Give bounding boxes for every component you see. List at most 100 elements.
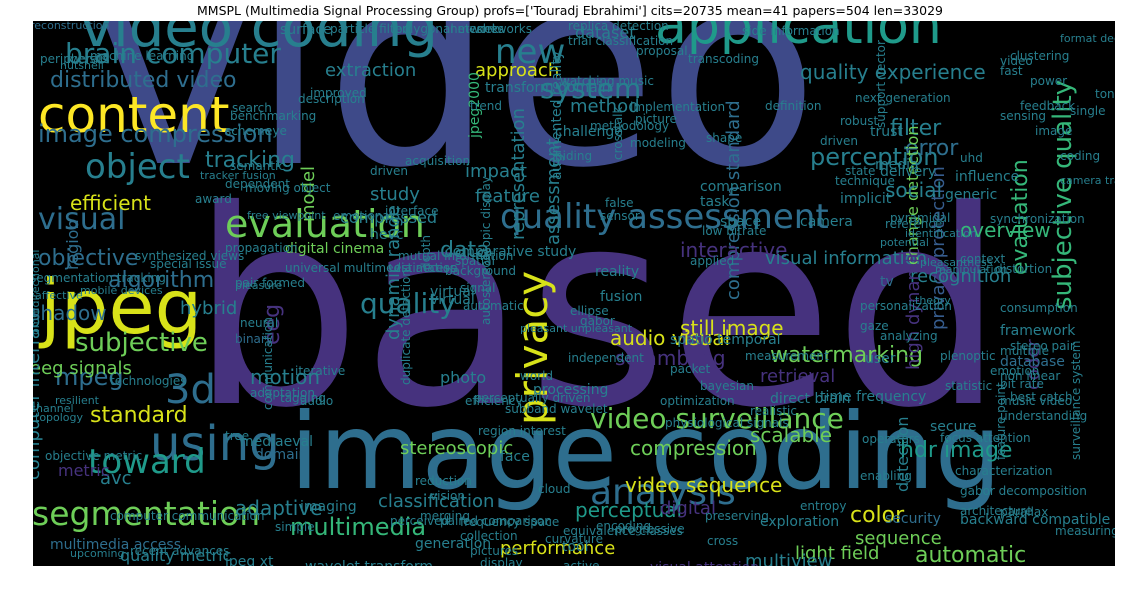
word-tree: tree	[225, 429, 250, 443]
word-exploration: exploration	[760, 514, 840, 530]
word-vision: vision	[430, 489, 465, 503]
word-content: content	[38, 86, 230, 144]
word-merging: merging	[420, 509, 470, 523]
word-implementation: implementation	[630, 100, 726, 114]
word-direct-brain: direct brain	[770, 391, 851, 407]
word-audio-visual: audio visual	[610, 326, 731, 350]
word-active: active	[563, 559, 600, 566]
word-watermarking: watermarking	[770, 343, 924, 368]
word-motion: motion	[250, 365, 321, 389]
word-context: context	[960, 252, 1006, 266]
word-jpeg-xt: jpeg xt	[225, 554, 274, 566]
word-measurement: measurement	[745, 349, 829, 363]
word-versus: versus	[70, 52, 110, 66]
word-surface: surface	[280, 22, 332, 38]
word-manipulation: manipulation	[935, 263, 1008, 276]
word-sensing: sensing	[1000, 109, 1047, 123]
word-acquisition: acquisition	[405, 154, 471, 168]
word-realistic: realistic	[750, 404, 797, 418]
word-perception: perception	[810, 143, 939, 171]
word-networks: networks	[477, 22, 532, 36]
word-compressed: compressed	[340, 208, 438, 227]
word-eeg-signals: eeg signals	[33, 358, 132, 379]
word-quality-assessment: quality assessment	[500, 197, 829, 237]
word-characterization: characterization	[955, 464, 1053, 478]
word-potential: potential	[880, 236, 929, 249]
word-based: based	[190, 152, 1006, 467]
word-quality-metric: quality metric	[120, 546, 232, 565]
word-polygonal-meshes: polygonal meshes	[395, 22, 505, 36]
word-digital: digital	[660, 498, 716, 519]
word-channel: channel	[33, 402, 74, 415]
word-emotion: emotion	[990, 364, 1040, 378]
word-performance: performance	[500, 538, 616, 559]
figure-title: MMSPL (Multimedia Signal Processing Grou…	[197, 3, 943, 18]
word-data: data	[440, 238, 490, 263]
word-methodology: methodology	[590, 119, 670, 133]
word-perceptual: perceptual	[575, 498, 683, 522]
word-peripheral: peripheral	[40, 52, 102, 66]
word-network: network	[450, 22, 499, 36]
word-tv: tv	[880, 274, 894, 290]
word-operators: operators	[862, 432, 920, 446]
word-approach: approach	[475, 60, 560, 81]
word-estimation: estimation	[394, 261, 458, 275]
word-avc: avc	[100, 468, 132, 489]
word-adaptation: adaptation	[250, 386, 315, 400]
word-quality: quality	[360, 287, 456, 320]
word-automatic: automatic	[463, 299, 524, 313]
word-jpeg: jpeg	[40, 263, 203, 351]
word-iterative: iterative	[295, 364, 346, 378]
word-scrambling: scrambling	[615, 346, 726, 370]
word-wavelet-transform: wavelet transform	[305, 560, 433, 566]
word-trial-classification: trial classification	[568, 34, 674, 48]
word-scheme: scheme	[225, 124, 272, 138]
word-affective: affective	[35, 289, 83, 302]
word-gaze: gaze	[860, 319, 889, 333]
word-database: database	[1000, 354, 1065, 370]
word-eye: eye	[265, 124, 287, 138]
word-reference: reference	[885, 217, 943, 231]
word-efficient: efficient	[70, 191, 152, 215]
word-encoding: encoding	[596, 519, 652, 533]
word-synthesized-views: synthesized views	[135, 249, 245, 263]
word-objective: objective	[38, 246, 139, 271]
word-hiding: hiding	[555, 149, 593, 163]
word-cloud: video based image coding video coding applic…	[33, 21, 1115, 566]
word-background: background	[445, 264, 516, 278]
word-mobile-devices: mobile devices	[80, 284, 163, 297]
word-plenoptic: plenoptic	[940, 349, 996, 363]
word-generic: generic	[945, 187, 998, 203]
word-dependent: dependent	[225, 177, 290, 191]
word-mediaeval: mediaeval	[240, 434, 313, 450]
word-framework: framework	[1000, 323, 1076, 339]
word-classification: classification	[378, 491, 495, 512]
word-processing: processing	[533, 382, 609, 398]
word-stereoscopic: stereoscopic	[400, 438, 514, 459]
word-search: search	[232, 101, 272, 115]
word-fusion: fusion	[600, 289, 643, 305]
word-measuring: measuring	[1055, 524, 1115, 538]
word-technologies: technologies	[110, 374, 187, 388]
word-ellipse: ellipse	[570, 304, 609, 318]
word-consumption: consumption	[1000, 301, 1078, 315]
word-feedback: feedback	[1020, 99, 1076, 113]
word-region: region	[63, 219, 82, 270]
word-power: power	[1030, 74, 1068, 88]
word-3d: 3d	[165, 367, 216, 413]
word-adaptive: adaptive	[235, 496, 323, 520]
word-award: award	[195, 192, 232, 206]
word-hevc: hevc	[370, 227, 404, 243]
word-objective-metric: objective metric	[45, 449, 143, 463]
word-format-decoded: format decoded	[1060, 32, 1115, 45]
word-gabor-decomposition: gabor decomposition	[960, 484, 1087, 498]
word-virtual: virtual	[430, 284, 475, 300]
word-multimedia-access: multimedia access	[50, 537, 182, 553]
word-physiological-signals: physiological signals	[665, 416, 789, 430]
word-binary: binary	[235, 332, 273, 346]
word-video: video	[1000, 54, 1033, 68]
word-trust: trust	[870, 124, 903, 140]
word-cross: cross	[707, 534, 739, 548]
word-brain-computer: brain computer	[65, 37, 281, 70]
word-collection: collection	[460, 529, 518, 543]
